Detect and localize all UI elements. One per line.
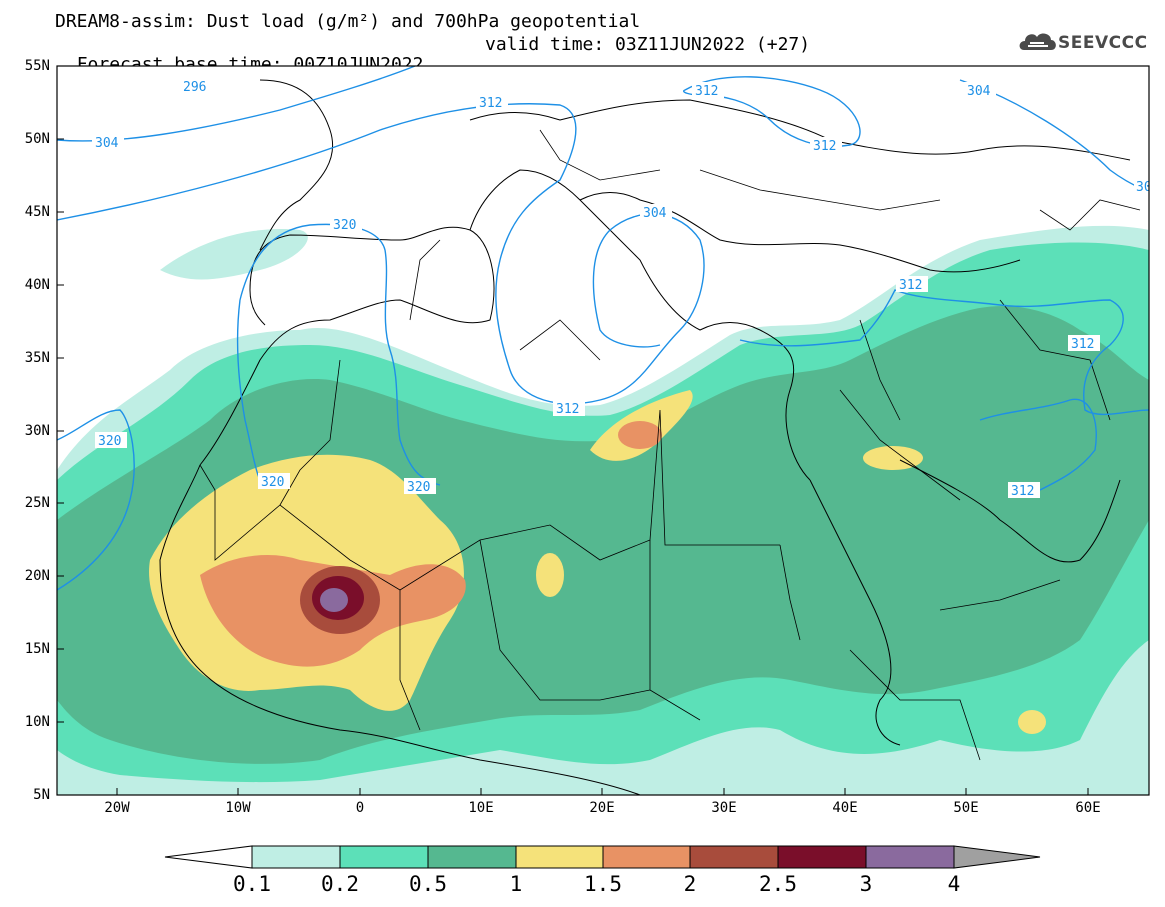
contour-label: 304 — [967, 84, 991, 99]
contour-label: 320 — [261, 475, 284, 490]
country-borders — [199, 129, 1141, 761]
lat-label: 40N — [24, 277, 50, 293]
colorbar-swatch — [339, 845, 429, 869]
colorbar-label: 2.5 — [759, 872, 797, 896]
lat-label: 50N — [24, 131, 50, 147]
lat-label: 5N — [33, 787, 50, 803]
contour-label: 320 — [333, 218, 356, 233]
dust-region-3 — [320, 588, 348, 612]
dust-region-15b — [618, 421, 662, 449]
colorbar-label: 2 — [683, 872, 697, 896]
contour-label: 312 — [695, 84, 718, 99]
contour-label: 312 — [479, 96, 502, 111]
colorbar-swatch — [865, 845, 955, 869]
colorbar-label: 0.1 — [233, 872, 271, 896]
contour-label: 312 — [1011, 484, 1034, 499]
colorbar-swatch — [427, 845, 517, 869]
lat-label: 20N — [24, 568, 50, 584]
contour-labels: 296 304 312 312 312 304 304 30 320 320 3… — [92, 78, 1152, 499]
colorbar-label: 4 — [947, 872, 961, 896]
logo-text: SEEVCCC — [1058, 33, 1148, 53]
contour-label: 320 — [407, 480, 430, 495]
lon-label: 30E — [711, 800, 737, 816]
lon-label: 20E — [589, 800, 615, 816]
colorbar-swatch — [777, 845, 867, 869]
lon-label: 60E — [1075, 800, 1101, 816]
lon-label: 20W — [104, 800, 130, 816]
lat-label: 45N — [24, 204, 50, 220]
lon-label: 40E — [832, 800, 858, 816]
lon-label: 10E — [468, 800, 494, 816]
contour-label: 312 — [1071, 337, 1094, 352]
contour-label: 312 — [813, 139, 836, 154]
dust-region-1d — [536, 553, 564, 597]
colorbar-swatch — [251, 845, 341, 869]
cloud-logo-icon — [1019, 33, 1056, 50]
contour-label: 312 — [899, 278, 922, 293]
colorbar-low-arrow — [164, 845, 253, 869]
colorbar-swatch — [515, 845, 604, 869]
lat-label: 30N — [24, 423, 50, 439]
lon-label: 0 — [355, 800, 365, 816]
contour-label: 304 — [95, 136, 119, 151]
colorbar-high-arrow — [953, 845, 1041, 869]
contour-label: 30 — [1136, 180, 1152, 195]
lat-label: 25N — [24, 495, 50, 511]
lat-label: 15N — [24, 641, 50, 657]
map-title: DREAM8-assim: Dust load (g/m²) and 700hP… — [55, 11, 641, 32]
colorbar — [164, 845, 1041, 869]
lon-label: 50E — [953, 800, 979, 816]
colorbar-label: 3 — [859, 872, 873, 896]
colorbar-label: 0.2 — [321, 872, 359, 896]
lon-label: 10W — [225, 800, 251, 816]
contour-label: 304 — [643, 206, 667, 221]
contour-label: 296 — [183, 80, 206, 95]
colorbar-label: 0.5 — [409, 872, 447, 896]
contour-label: 312 — [556, 402, 579, 417]
contour-label: 320 — [98, 434, 121, 449]
lat-label: 55N — [24, 58, 50, 74]
lat-label: 10N — [24, 714, 50, 730]
colorbar-label: 1 — [509, 872, 523, 896]
dust-region-1e — [1018, 710, 1046, 734]
colorbar-label: 1.5 — [584, 872, 622, 896]
coastlines — [159, 79, 1131, 795]
axis-ticks — [57, 65, 1089, 795]
colorbar-swatch — [602, 845, 691, 869]
colorbar-swatch — [689, 845, 779, 869]
lat-label: 35N — [24, 350, 50, 366]
valid-time: valid time: 03Z11JUN2022 (+27) — [485, 34, 811, 55]
